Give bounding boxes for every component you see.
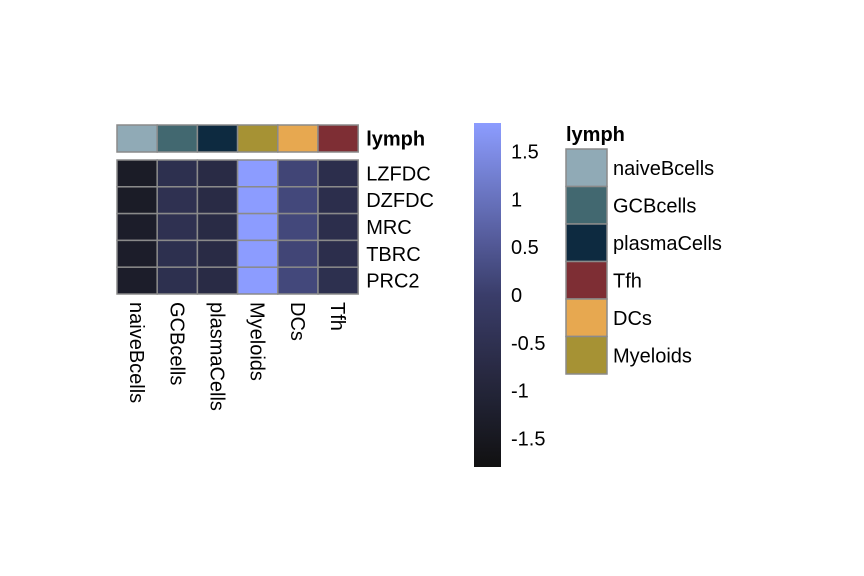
annotation-cell: [277, 124, 319, 153]
heatmap-cell: [196, 186, 239, 215]
annotation-cell: [317, 124, 359, 153]
legend-label: GCBcells: [613, 195, 696, 217]
heatmap-cell: [116, 266, 158, 295]
annotation-cell: [236, 124, 279, 153]
legend-swatch: [565, 335, 608, 375]
heatmap-cell: [156, 212, 199, 242]
heatmap-cell: [236, 186, 279, 215]
legend-swatch: [565, 260, 608, 300]
color-scale-tick-label: -1.5: [511, 428, 545, 450]
annotation-title: lymph: [366, 129, 425, 151]
color-scale-tick-label: 1: [511, 189, 522, 211]
legend-swatch: [565, 298, 608, 338]
heatmap-cell: [277, 186, 319, 215]
heatmap-cell: [156, 186, 199, 215]
legend-title: lymph: [566, 124, 625, 146]
color-scale-bar: [474, 123, 501, 467]
row-label: PRC2: [366, 271, 419, 293]
column-label: naiveBcells: [125, 302, 147, 403]
row-label: LZFDC: [366, 163, 430, 185]
legend-swatch: [565, 148, 608, 188]
color-scale-tick-label: -0.5: [511, 333, 545, 355]
legend-label: Myeloids: [613, 345, 692, 367]
annotation-cell: [156, 124, 199, 153]
heatmap-cell: [236, 239, 279, 268]
annotation-cell: [196, 124, 239, 153]
legend-swatch: [565, 185, 608, 225]
heatmap-cell: [317, 266, 359, 295]
heatmap-cell: [116, 239, 158, 268]
heatmap-cell: [317, 186, 359, 215]
legend-label: plasmaCells: [613, 233, 722, 255]
heatmap-cell: [156, 159, 199, 188]
color-scale-tick-label: -1: [511, 381, 529, 403]
heatmap-cell: [236, 159, 279, 188]
column-label: GCBcells: [165, 302, 187, 385]
legend-label: DCs: [613, 308, 652, 330]
heatmap-cell: [277, 266, 319, 295]
legend-label: Tfh: [613, 270, 642, 292]
heatmap-cell: [156, 266, 199, 295]
column-label: Tfh: [326, 302, 348, 331]
heatmap-cell: [196, 239, 239, 268]
heatmap-cell: [196, 159, 239, 188]
color-scale-tick-label: 1.5: [511, 142, 539, 164]
heatmap-cell: [236, 212, 279, 242]
heatmap-cell: [116, 186, 158, 215]
heatmap-cell: [277, 212, 319, 242]
heatmap-cell: [236, 266, 279, 295]
heatmap-cell: [196, 266, 239, 295]
color-scale-tick-label: 0.5: [511, 237, 539, 259]
heatmap-cell: [277, 159, 319, 188]
color-scale-tick-label: 0: [511, 285, 522, 307]
legend-label: naiveBcells: [613, 158, 714, 180]
heatmap-cell: [317, 239, 359, 268]
row-label: TBRC: [366, 244, 420, 266]
legend-swatch: [565, 223, 608, 263]
heatmap-cell: [196, 212, 239, 242]
annotation-cell: [116, 124, 158, 153]
heatmap-cell: [116, 159, 158, 188]
column-label: DCs: [286, 302, 308, 341]
row-label: MRC: [366, 217, 412, 239]
column-label: plasmaCells: [206, 302, 228, 411]
column-label: Myeloids: [246, 302, 268, 381]
heatmap-cell: [277, 239, 319, 268]
row-label: DZFDC: [366, 190, 434, 212]
heatmap-cell: [317, 212, 359, 242]
heatmap-cell: [317, 159, 359, 188]
heatmap-cell: [116, 212, 158, 242]
heatmap-cell: [156, 239, 199, 268]
